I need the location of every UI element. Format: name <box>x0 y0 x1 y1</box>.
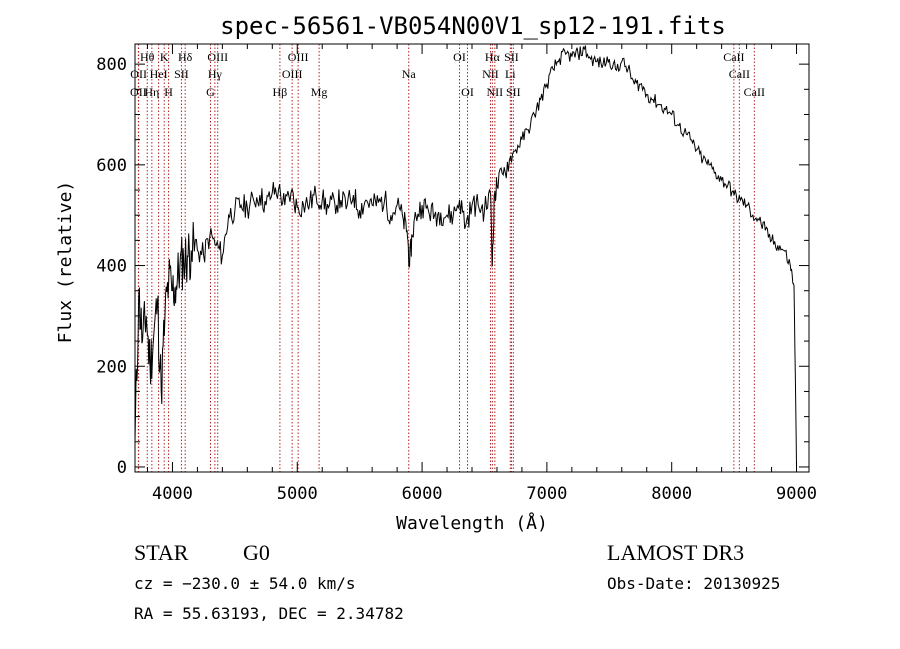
x-axis-ticks: 4000 5000 6000 7000 8000 9000 <box>146 44 817 504</box>
line-label-0: OII <box>130 85 147 99</box>
line-label-9: G <box>206 85 215 99</box>
y-tick-label-1: 200 <box>96 357 127 377</box>
observation-date: Obs-Date: 20130925 <box>607 574 781 593</box>
survey-name: LAMOST DR3 <box>607 540 745 565</box>
x-tick-label-2: 6000 <box>402 484 443 504</box>
line-label-27: CaII <box>744 85 765 99</box>
x-tick-label-1: 5000 <box>277 484 318 504</box>
line-label-18: OI <box>461 85 474 99</box>
x-tick-label-5: 9000 <box>776 484 817 504</box>
line-label-4: K <box>160 50 169 64</box>
line-label-23: SII <box>504 50 519 64</box>
y-tick-label-4: 800 <box>96 55 127 75</box>
x-tick-label-0: 4000 <box>152 484 193 504</box>
x-tick-label-3: 7000 <box>526 484 567 504</box>
coordinates: RA = 55.63193, DEC = 2.34782 <box>134 604 404 623</box>
chart-title: spec-56561-VB054N00V1_sp12-191.fits <box>220 12 726 40</box>
flux-series-line <box>134 45 797 468</box>
y-tick-label-3: 600 <box>96 156 127 176</box>
line-label-26: CaII <box>729 67 750 81</box>
line-label-21: NII <box>487 85 504 99</box>
line-label-15: Mg <box>311 85 328 99</box>
object-subclass: G0 <box>243 540 270 565</box>
line-label-1: OII <box>130 67 147 81</box>
y-axis-label: Flux (relative) <box>55 181 76 344</box>
spectral-line-markers <box>137 44 755 472</box>
y-tick-label-0: 0 <box>117 458 127 478</box>
line-label-22: Li <box>505 67 516 81</box>
line-label-5: HeI <box>150 67 168 81</box>
line-label-17: OI <box>453 50 466 64</box>
line-label-13: OIII <box>282 67 303 81</box>
line-label-25: CaII <box>723 50 744 64</box>
line-label-14: OIII <box>288 50 309 64</box>
x-tick-label-4: 8000 <box>651 484 692 504</box>
spectral-line-labels: OII OII Hθ Hη K HeI H Hδ SII G Hγ OIII Hβ OIII OIII Mg N… <box>130 50 765 99</box>
line-label-10: Hγ <box>208 67 223 81</box>
line-label-7: Hδ <box>178 50 193 64</box>
line-label-16: Na <box>402 67 417 81</box>
object-class: STAR <box>134 540 189 565</box>
y-tick-label-2: 400 <box>96 257 127 277</box>
line-label-6: H <box>164 85 173 99</box>
x-axis-label: Wavelength (Å) <box>396 512 548 534</box>
plot-frame <box>134 43 810 473</box>
line-label-3: Hη <box>144 85 159 99</box>
y-axis-ticks: 0 200 400 600 800 <box>96 55 809 478</box>
redshift-cz: cz = −230.0 ± 54.0 km/s <box>134 574 356 593</box>
line-label-12: Hβ <box>273 85 288 99</box>
line-label-2: Hθ <box>140 50 155 64</box>
line-label-19: NII <box>482 67 499 81</box>
line-label-24: SII <box>506 85 521 99</box>
line-label-11: OIII <box>207 50 228 64</box>
line-label-8: SII <box>174 67 189 81</box>
line-label-20: Hα <box>485 50 501 64</box>
